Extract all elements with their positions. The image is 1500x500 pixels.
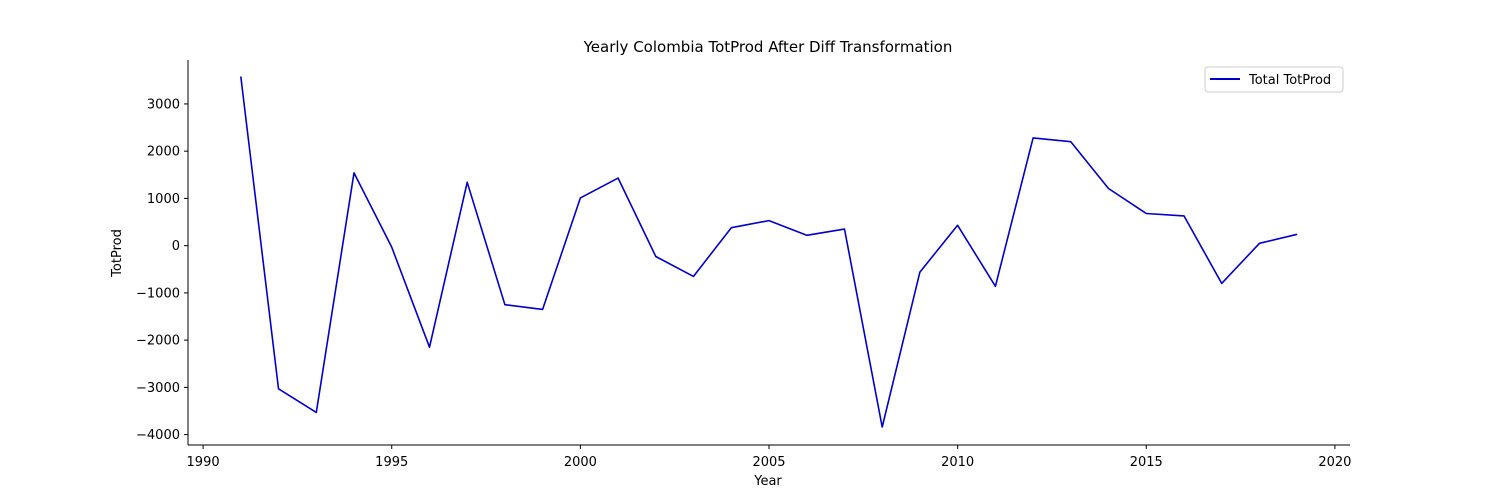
x-tick-label: 2000 <box>564 455 597 470</box>
plot-area <box>240 76 1298 428</box>
y-axis-label: TotProd <box>110 229 125 278</box>
x-tick-label: 1990 <box>187 455 220 470</box>
y-tick-label: −2000 <box>136 334 180 349</box>
y-tick-label: 0 <box>172 239 180 254</box>
series-line <box>240 76 1298 428</box>
legend-label: Total TotProd <box>1248 73 1331 88</box>
y-tick-label: −1000 <box>136 286 180 301</box>
x-tick-label: 2005 <box>752 455 785 470</box>
x-tick-label: 2015 <box>1130 455 1163 470</box>
x-tick-label: 2010 <box>941 455 974 470</box>
x-tick-label: 1995 <box>375 455 408 470</box>
y-tick-label: −4000 <box>136 428 180 443</box>
y-tick-label: 1000 <box>147 192 180 207</box>
y-tick-label: 3000 <box>147 97 180 112</box>
chart-title: Yearly Colombia TotProd After Diff Trans… <box>583 38 953 56</box>
legend: Total TotProd <box>1204 66 1344 93</box>
y-tick-label: −3000 <box>136 381 180 396</box>
legend-box <box>1204 66 1344 93</box>
x-axis-label: Year <box>753 474 782 489</box>
y-axis-ticks: −4000 −3000 −2000 −1000 0 1000 2000 3000 <box>136 97 188 443</box>
x-tick-label: 2020 <box>1318 455 1351 470</box>
y-tick-label: 2000 <box>147 145 180 160</box>
x-axis-ticks: 1990 1995 2000 2005 2010 2015 2020 <box>187 445 1351 470</box>
